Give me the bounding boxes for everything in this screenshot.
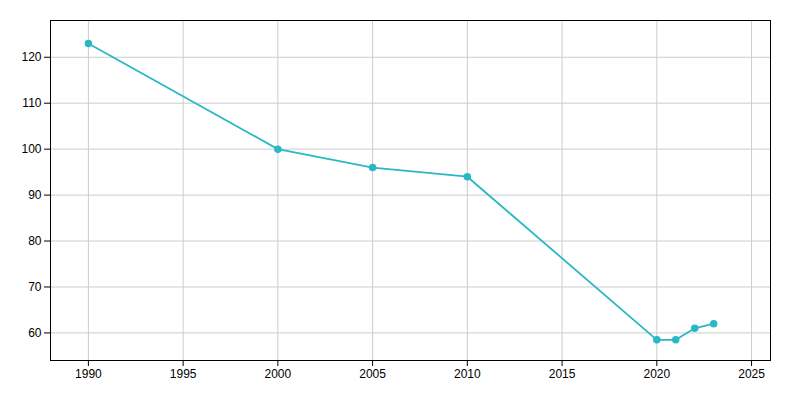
svg-text:80: 80 — [28, 234, 42, 248]
svg-text:2025: 2025 — [738, 367, 765, 381]
svg-text:1990: 1990 — [75, 367, 102, 381]
svg-text:100: 100 — [21, 142, 41, 156]
svg-text:2000: 2000 — [265, 367, 292, 381]
svg-text:90: 90 — [28, 188, 42, 202]
svg-text:2005: 2005 — [359, 367, 386, 381]
svg-text:2010: 2010 — [454, 367, 481, 381]
svg-text:110: 110 — [22, 96, 41, 110]
svg-text:120: 120 — [21, 50, 41, 64]
svg-text:2015: 2015 — [549, 367, 576, 381]
svg-text:2020: 2020 — [643, 367, 670, 381]
svg-text:1995: 1995 — [170, 367, 197, 381]
svg-text:60: 60 — [28, 326, 42, 340]
svg-text:70: 70 — [28, 280, 42, 294]
